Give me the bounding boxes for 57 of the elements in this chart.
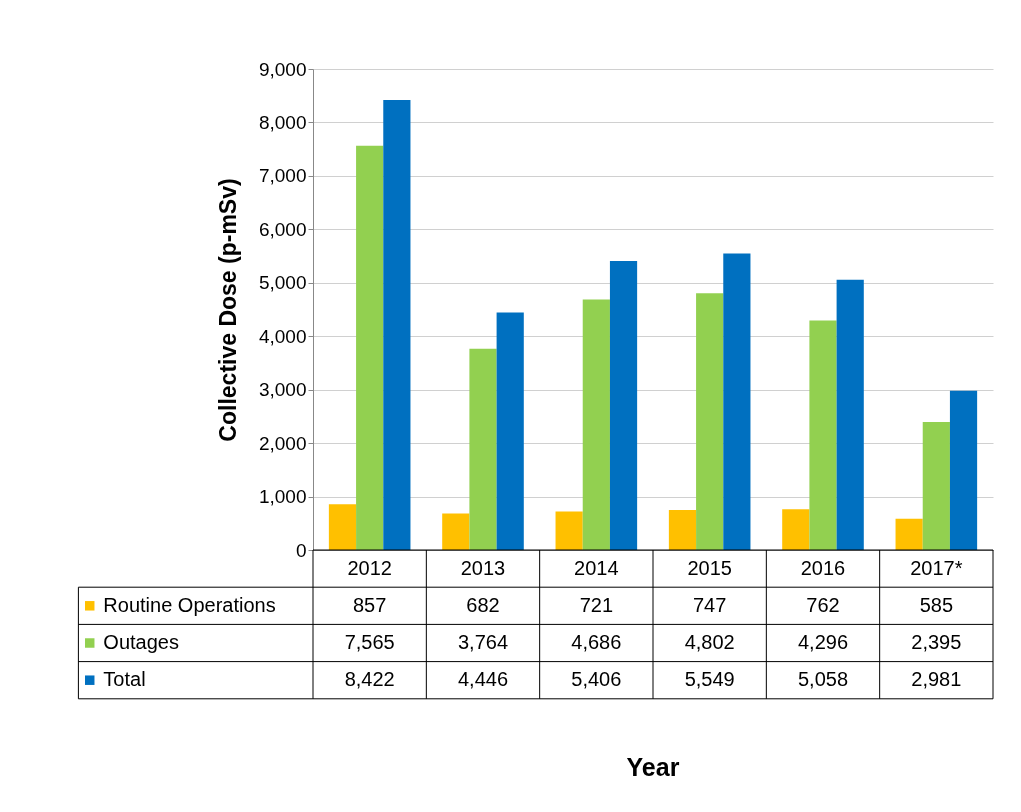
data-label: 682 xyxy=(466,593,500,616)
x-tick-label: 2015 xyxy=(687,556,732,579)
bar xyxy=(922,422,950,550)
bar xyxy=(696,293,724,550)
bar xyxy=(809,320,837,550)
data-label: 4,686 xyxy=(571,631,622,653)
data-label: 585 xyxy=(919,593,954,616)
y-tick-label: 4,000 xyxy=(258,325,307,347)
data-label: 747 xyxy=(692,593,727,616)
bar xyxy=(668,510,697,550)
bar xyxy=(328,504,357,550)
x-tick-label: 2016 xyxy=(800,556,846,579)
data-label: 4,446 xyxy=(457,668,509,691)
bar xyxy=(582,299,610,550)
x-tick-label: 2014 xyxy=(574,556,619,579)
y-tick-label: 7,000 xyxy=(258,165,307,187)
data-label: 2,395 xyxy=(911,631,962,653)
x-tick-label: 2012 xyxy=(347,556,392,579)
bar xyxy=(555,511,583,550)
data-label: 3,764 xyxy=(457,631,509,653)
data-label: 7,565 xyxy=(344,631,395,653)
y-tick-label: 6,000 xyxy=(258,218,307,240)
bar xyxy=(383,99,411,550)
legend-label: Routine Operations xyxy=(103,593,276,616)
data-label: 762 xyxy=(806,593,840,616)
data-label: 5,406 xyxy=(571,668,622,691)
bar xyxy=(356,145,384,550)
y-tick-label: 0 xyxy=(295,539,307,561)
data-label: 4,802 xyxy=(684,631,735,653)
bar xyxy=(609,261,638,550)
bar xyxy=(442,513,470,550)
y-axis-title: Collective Dose (p-mSv) xyxy=(214,178,241,442)
text: Year xyxy=(626,752,680,781)
y-tick-label: 1,000 xyxy=(258,486,307,508)
legend-label: Outages xyxy=(103,631,179,653)
bar xyxy=(723,253,751,550)
x-tick-label: 2013 xyxy=(460,556,506,579)
data-label: 721 xyxy=(579,593,614,616)
data-label: 5,058 xyxy=(797,668,849,691)
bar xyxy=(496,312,524,550)
x-tick-label: 2017* xyxy=(910,556,963,579)
data-label: 2,981 xyxy=(911,668,962,691)
data-label: 857 xyxy=(352,593,387,616)
bar xyxy=(836,279,864,550)
y-tick-label: 9,000 xyxy=(258,58,307,80)
data-label: 8,422 xyxy=(344,668,395,691)
bar xyxy=(782,509,810,550)
legend-label: Total xyxy=(103,668,146,691)
y-tick-label: 3,000 xyxy=(258,379,307,401)
bar xyxy=(949,390,978,550)
bar xyxy=(469,348,497,550)
y-tick-label: 8,000 xyxy=(258,111,307,133)
y-tick-label: 5,000 xyxy=(258,272,307,294)
bar xyxy=(895,518,923,550)
data-label: 5,549 xyxy=(684,668,735,691)
y-tick-label: 2,000 xyxy=(258,432,307,454)
data-label: 4,296 xyxy=(797,631,849,653)
